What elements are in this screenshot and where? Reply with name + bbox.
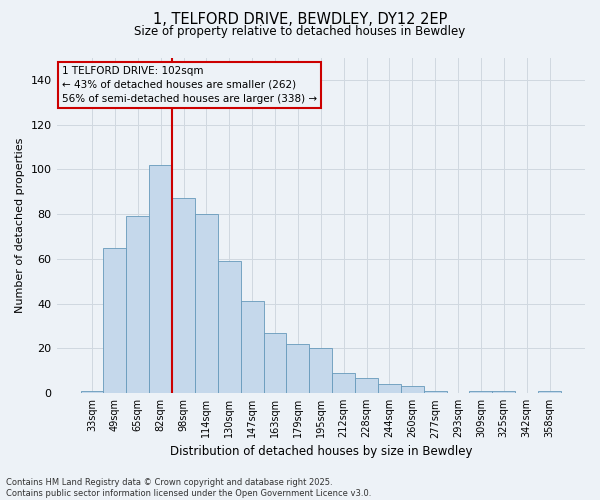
Text: 1 TELFORD DRIVE: 102sqm
← 43% of detached houses are smaller (262)
56% of semi-d: 1 TELFORD DRIVE: 102sqm ← 43% of detache… — [62, 66, 317, 104]
Bar — [401, 386, 424, 393]
Bar — [310, 348, 332, 393]
Bar — [424, 391, 446, 393]
Bar — [286, 344, 310, 393]
Bar — [127, 216, 149, 393]
Y-axis label: Number of detached properties: Number of detached properties — [15, 138, 25, 313]
Bar — [195, 214, 218, 393]
Text: 1, TELFORD DRIVE, BEWDLEY, DY12 2EP: 1, TELFORD DRIVE, BEWDLEY, DY12 2EP — [153, 12, 447, 28]
Bar — [538, 391, 561, 393]
Bar — [493, 391, 515, 393]
X-axis label: Distribution of detached houses by size in Bewdley: Distribution of detached houses by size … — [170, 444, 472, 458]
Bar — [103, 248, 127, 393]
Bar — [355, 378, 378, 393]
Text: Contains HM Land Registry data © Crown copyright and database right 2025.
Contai: Contains HM Land Registry data © Crown c… — [6, 478, 371, 498]
Bar — [80, 391, 103, 393]
Bar — [218, 261, 241, 393]
Bar — [172, 198, 195, 393]
Bar — [241, 302, 263, 393]
Bar — [263, 333, 286, 393]
Bar — [149, 165, 172, 393]
Text: Size of property relative to detached houses in Bewdley: Size of property relative to detached ho… — [134, 25, 466, 38]
Bar — [332, 373, 355, 393]
Bar — [378, 384, 401, 393]
Bar — [469, 391, 493, 393]
